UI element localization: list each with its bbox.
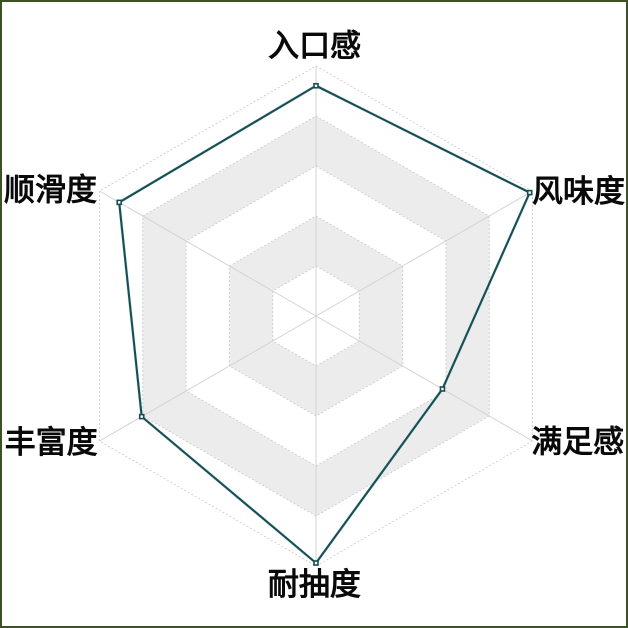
svg-text:满足感: 满足感 bbox=[531, 425, 624, 460]
svg-text:丰富度: 丰富度 bbox=[5, 425, 98, 460]
svg-text:顺滑度: 顺滑度 bbox=[4, 172, 97, 207]
svg-text:入口感: 入口感 bbox=[268, 29, 361, 64]
svg-text:风味度: 风味度 bbox=[532, 174, 625, 209]
svg-text:耐抽度: 耐抽度 bbox=[268, 567, 361, 602]
